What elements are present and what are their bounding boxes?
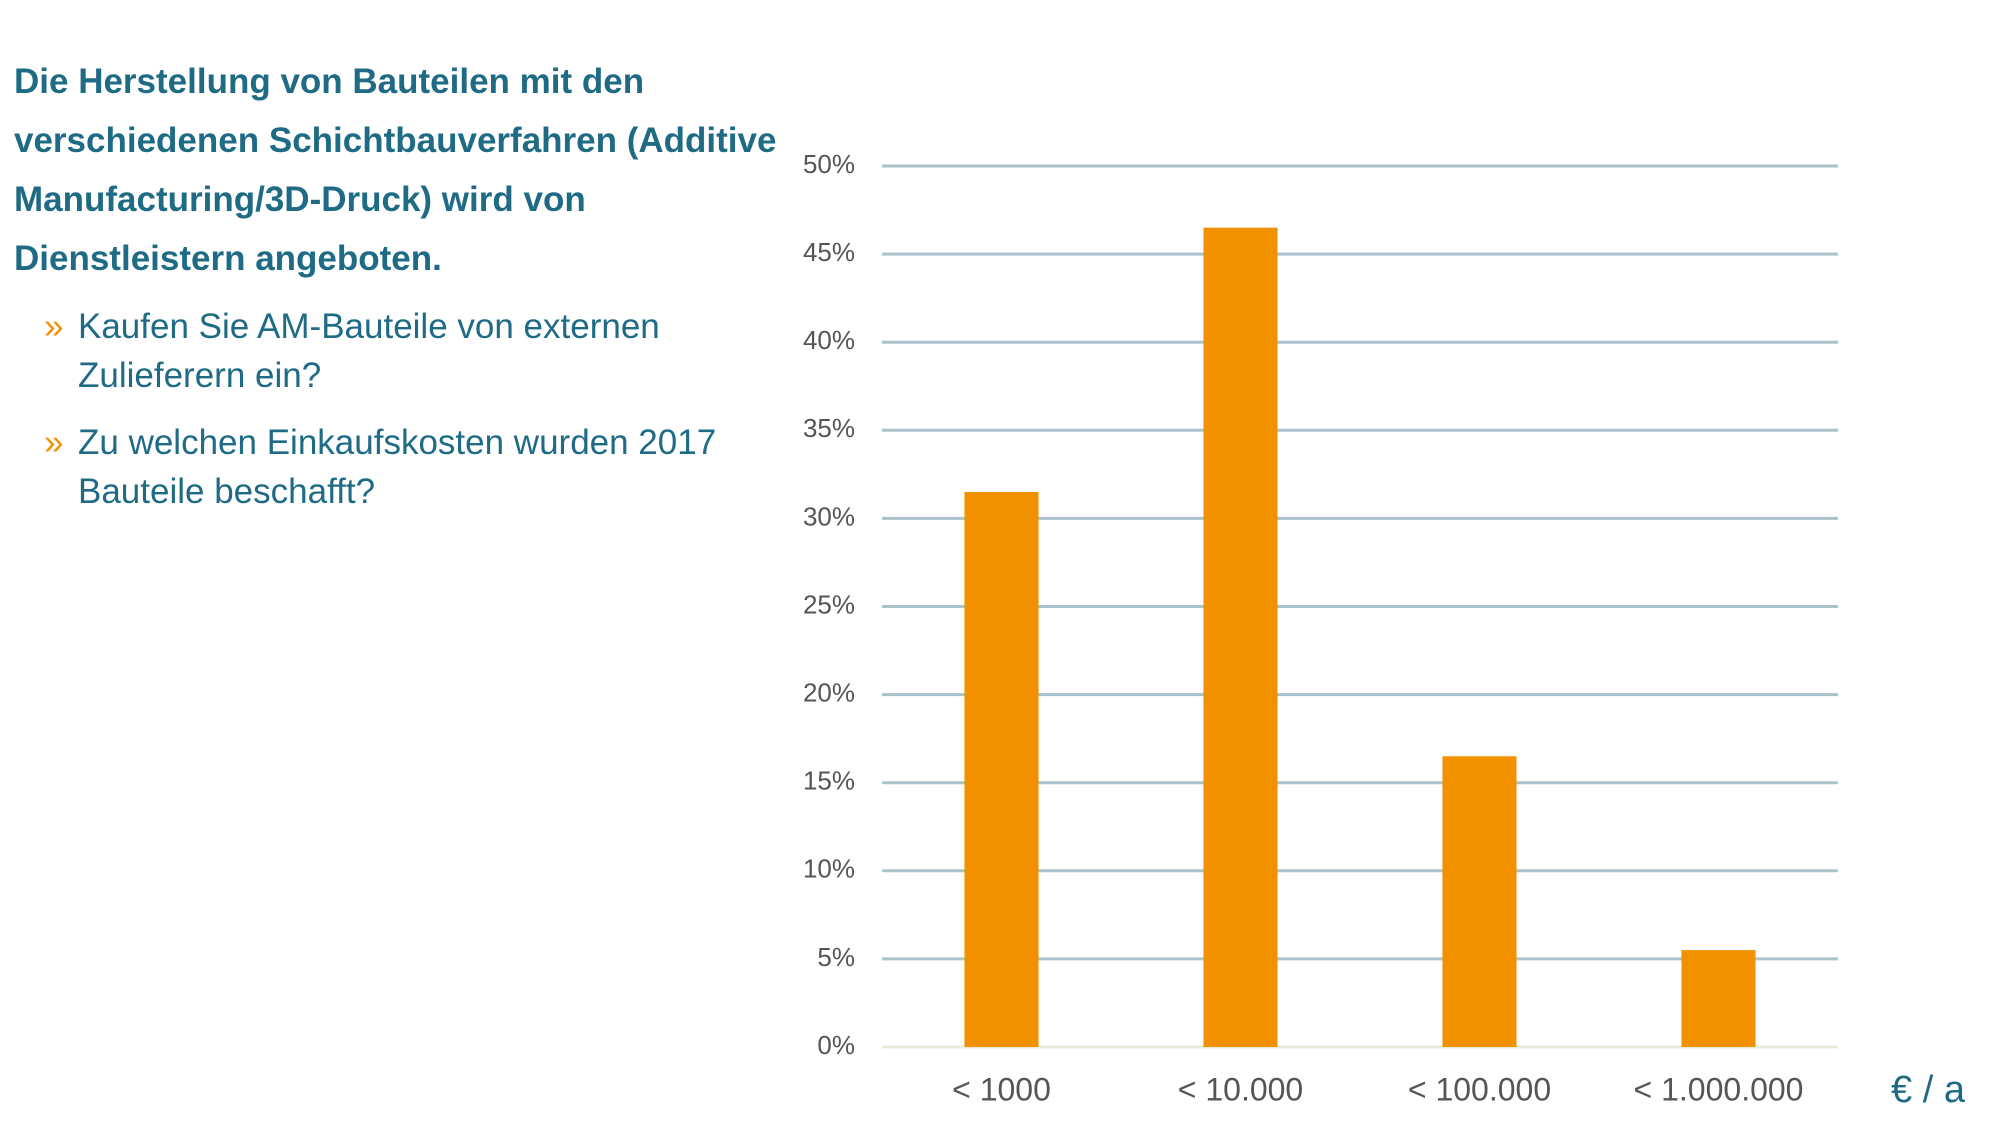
y-tick-label: 0% <box>817 1030 855 1060</box>
y-tick-label: 45% <box>803 237 855 267</box>
y-tick-label: 10% <box>803 854 855 884</box>
heading: Die Herstellung von Bauteilen mit den ve… <box>14 62 777 278</box>
x-tick-label: < 10.000 <box>1178 1071 1303 1107</box>
y-tick-label: 20% <box>803 677 855 707</box>
y-tick-label: 50% <box>803 149 855 179</box>
y-tick-label: 15% <box>803 766 855 796</box>
y-tick-label: 35% <box>803 413 855 443</box>
x-tick-label: < 100.000 <box>1408 1071 1551 1107</box>
bar <box>1681 950 1756 1047</box>
y-tick-label: 25% <box>803 589 855 619</box>
question-list: Kaufen Sie AM-Bauteile von externen Zuli… <box>44 302 784 534</box>
y-tick-label: 5% <box>817 942 855 972</box>
y-tick-label: 40% <box>803 325 855 355</box>
x-axis-label: € / a <box>1891 1069 1966 1111</box>
bar <box>964 491 1039 1048</box>
question: Zu welchen Einkaufskosten wurden 2017 Ba… <box>44 418 784 516</box>
bar <box>1442 756 1517 1047</box>
x-tick-label: < 1000 <box>952 1071 1051 1107</box>
y-tick-label: 30% <box>803 501 855 531</box>
x-tick-label: < 1.000.000 <box>1634 1071 1804 1107</box>
question: Kaufen Sie AM-Bauteile von externen Zuli… <box>44 302 784 400</box>
bar <box>1203 227 1278 1048</box>
